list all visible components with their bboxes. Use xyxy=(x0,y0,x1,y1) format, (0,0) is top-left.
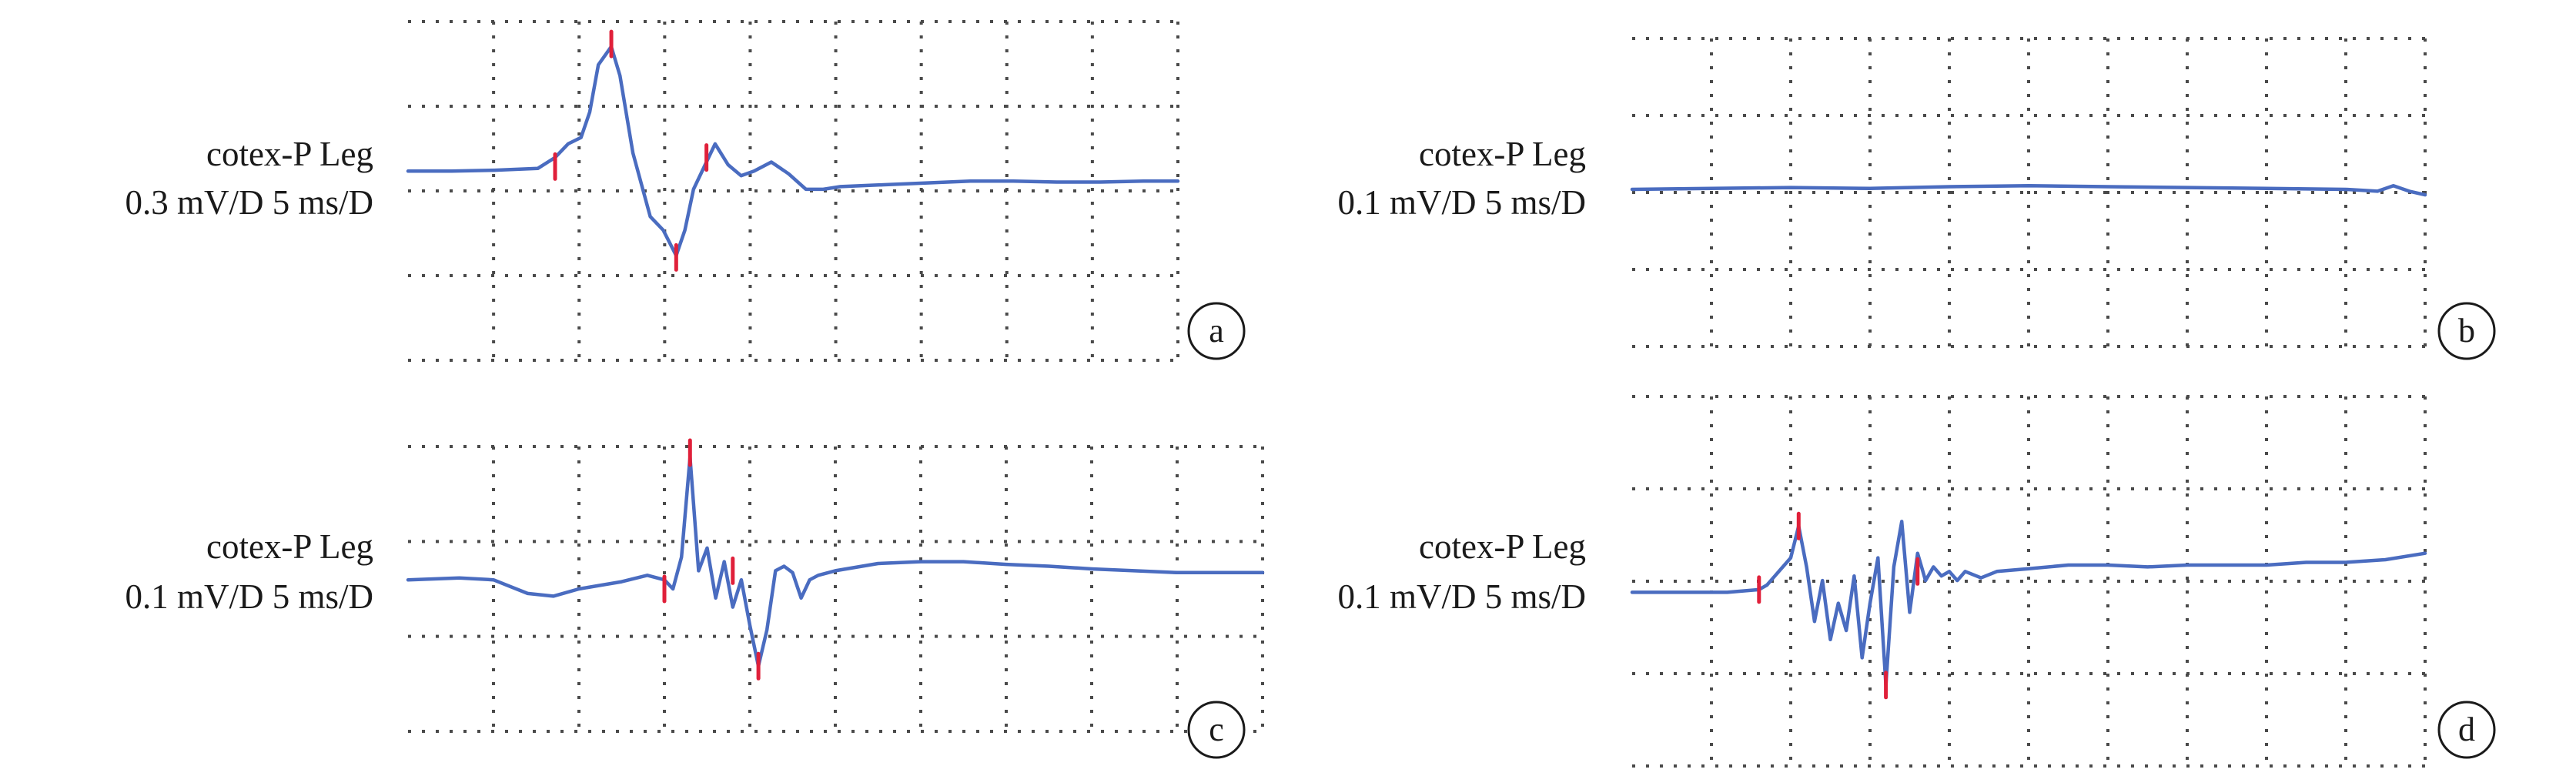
panel-c-grid xyxy=(408,445,1264,733)
panel-d: cotex-P Leg 0.1 mV/D 5 ms/D d xyxy=(1337,395,2496,768)
panel-badge-circle xyxy=(1187,302,1246,360)
panel-badge-circle xyxy=(2437,302,2496,360)
panel-b: cotex-P Leg 0.1 mV/D 5 ms/D b xyxy=(1337,37,2496,360)
panel-b-grid xyxy=(1632,37,2427,348)
panel-c-label-line-1: cotex-P Leg xyxy=(206,527,373,566)
panel-a: cotex-P Leg 0.3 mV/D 5 ms/D a xyxy=(125,20,1246,362)
panel-c-label-line-2: 0.1 mV/D 5 ms/D xyxy=(125,577,373,616)
panel-badge-letter: c xyxy=(1209,711,1224,748)
panel-a-badge: a xyxy=(1187,302,1246,360)
panel-badge-letter: a xyxy=(1209,312,1224,350)
panel-b-trace xyxy=(1630,184,2427,197)
panel-d-trace xyxy=(1630,520,2427,687)
panel-a-grid xyxy=(408,20,1179,362)
panel-b-label-line-1: cotex-P Leg xyxy=(1419,135,1586,173)
panel-d-grid xyxy=(1632,395,2427,768)
panel-d-label-line-1: cotex-P Leg xyxy=(1419,527,1586,566)
panel-badge-circle xyxy=(1187,701,1246,759)
panel-c-badge: c xyxy=(1187,701,1246,759)
panel-c: cotex-P Leg 0.1 mV/D 5 ms/D c xyxy=(125,438,1265,759)
panel-b-badge: b xyxy=(2437,302,2496,360)
panel-b-label-line-2: 0.1 mV/D 5 ms/D xyxy=(1337,183,1586,222)
panel-badge-circle xyxy=(2437,701,2496,759)
panel-a-label-line-2: 0.3 mV/D 5 ms/D xyxy=(125,183,373,222)
panel-a-label-line-1: cotex-P Leg xyxy=(206,135,373,173)
panel-badge-letter: d xyxy=(2458,711,2475,748)
panel-badge-letter: b xyxy=(2458,312,2475,350)
panel-d-badge: d xyxy=(2437,701,2496,759)
panel-c-trace xyxy=(406,455,1265,668)
panel-a-trace xyxy=(406,45,1180,258)
panel-d-label-line-2: 0.1 mV/D 5 ms/D xyxy=(1337,577,1586,616)
